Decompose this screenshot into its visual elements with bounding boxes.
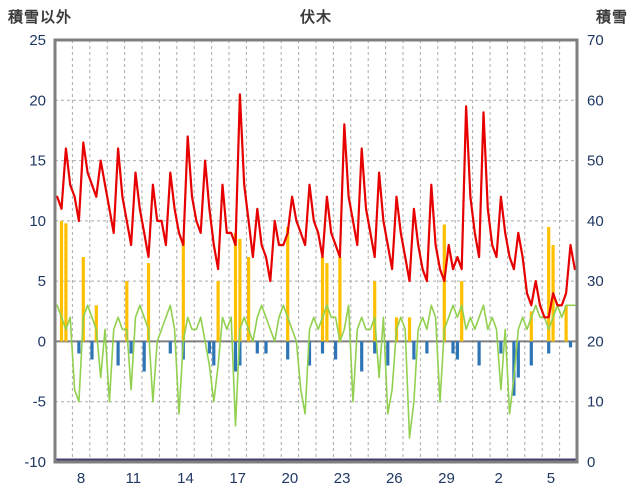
left-axis-tick-label: 20 (29, 92, 46, 109)
left-axis-tick-label: 25 (29, 32, 46, 49)
green-line (56, 304, 576, 439)
orange-bars-bar (547, 226, 551, 342)
x-axis-tick-label: 29 (438, 470, 455, 487)
x-axis-tick-label: 11 (126, 470, 142, 487)
x-axis-tick-label: 14 (177, 470, 194, 487)
orange-bars-bar (529, 311, 533, 342)
left-axis-tick-label: 0 (38, 333, 46, 350)
orange-bars-bar (325, 263, 329, 342)
orange-bars-bar (81, 257, 85, 342)
x-axis-tick-label: 20 (282, 470, 299, 487)
x-axis-tick-label: 23 (334, 470, 351, 487)
x-axis-tick-label: 17 (229, 470, 246, 487)
orange-bars-bar (320, 257, 325, 342)
blue-bars-bar (233, 341, 238, 372)
orange-bars-bar (373, 281, 377, 342)
orange-bars-bar (216, 281, 220, 342)
right-axis-title: 積雪 (595, 9, 628, 26)
orange-bars-bar (442, 224, 446, 342)
orange-bars-bar (125, 281, 129, 342)
blue-bars-bar (455, 341, 459, 360)
blue-bars-bar (142, 341, 146, 372)
right-axis-tick-label: 50 (587, 153, 604, 170)
blue-bars-bar (238, 341, 242, 366)
blue-bars-bar (320, 341, 325, 354)
plot-frame (53, 38, 579, 464)
blue-bars-bar (264, 341, 268, 354)
blue-bars-bar (529, 341, 533, 366)
blue-bars-bar (360, 341, 364, 372)
blue-bars-bar (334, 341, 338, 360)
blue-bars-bar (512, 341, 516, 396)
blue-bars-bar (568, 341, 573, 348)
blue-bars-bar (77, 341, 81, 354)
right-axis-tick-label: 40 (587, 213, 604, 230)
orange-bars-bar (238, 238, 242, 342)
blue-bars-bar (286, 341, 290, 360)
blue-bars-bar (255, 341, 259, 354)
orange-bars-bar (338, 257, 342, 342)
orange-bars-bar (247, 257, 251, 342)
right-axis-tick-label: 70 (587, 32, 604, 49)
blue-bars-bar (307, 341, 312, 366)
blue-bars-bar (129, 341, 133, 354)
blue-bars-bar (90, 341, 94, 360)
orange-bars-bar (181, 238, 185, 342)
right-axis-tick-label: 0 (587, 454, 595, 471)
left-axis-tick-label: 5 (38, 273, 46, 290)
blue-bars-bar (477, 341, 481, 366)
left-axis-tick-label: 15 (29, 153, 46, 170)
blue-bars-bar (212, 341, 216, 366)
orange-bars-bar (460, 281, 464, 342)
blue-bars-bar (425, 341, 429, 354)
blue-bars-bar (412, 341, 416, 360)
blue-bars-bar (168, 341, 172, 354)
right-axis-tick-label: 20 (587, 333, 604, 350)
x-axis-tick-label: 8 (77, 470, 85, 487)
blue-bars-bar (451, 341, 455, 354)
blue-bars-bar (373, 341, 377, 354)
left-axis-tick-label: -5 (33, 394, 46, 411)
right-axis-tick-label: 10 (587, 394, 604, 411)
orange-bars-bar (564, 305, 568, 342)
orange-bars-bar (407, 317, 412, 342)
orange-bars-bar (286, 226, 290, 342)
orange-bars-bar (59, 220, 64, 342)
right-axis-tick-label: 30 (587, 273, 604, 290)
x-axis-tick-label: 26 (386, 470, 403, 487)
left-axis-title: 積雪以外 (8, 9, 73, 26)
left-axis-tick-label: 10 (29, 213, 46, 230)
x-axis-tick-label: 5 (547, 470, 555, 487)
x-axis-tick-label: 2 (495, 470, 503, 487)
blue-bars-bar (386, 341, 390, 366)
orange-bars-bar (146, 263, 151, 342)
blue-bars-bar (499, 341, 503, 354)
orange-bars-bar (64, 223, 68, 342)
blue-bars-bar (116, 341, 120, 366)
red-line (56, 93, 576, 319)
blue-bars-bar (516, 341, 520, 378)
blue-bars-bar (207, 341, 211, 354)
right-axis-tick-label: 60 (587, 92, 604, 109)
orange-bars-bar (233, 232, 238, 342)
chart-title: 伏木 (299, 9, 332, 26)
blue-bars-bar (547, 341, 551, 354)
left-axis-tick-label: -10 (24, 454, 46, 471)
orange-bars-bar (94, 305, 98, 342)
